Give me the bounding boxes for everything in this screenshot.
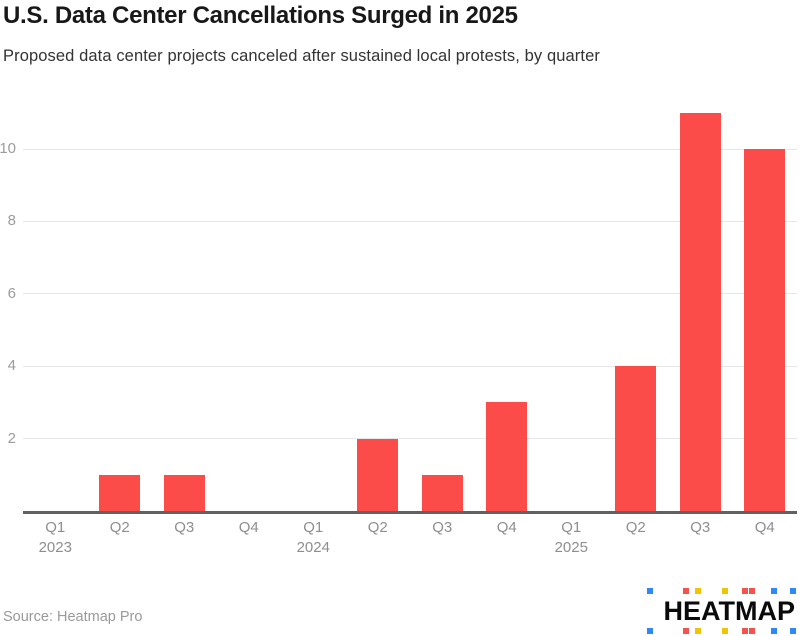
x-tick-quarter-label: Q2: [367, 519, 388, 536]
x-tick-quarter-label: Q3: [690, 519, 711, 536]
logo-dot: [683, 588, 689, 594]
logo-dot: [790, 588, 796, 594]
logo-dots-top: [645, 588, 796, 594]
bar-slot-q3: [410, 102, 475, 511]
logo-dot: [742, 628, 748, 634]
logo-dot: [742, 588, 748, 594]
plot-area: [23, 102, 797, 514]
bar-slot-q4: [475, 102, 540, 511]
heatmap-logo: HEATMAP: [645, 588, 796, 634]
x-tick-2: Q3: [152, 519, 217, 556]
x-tick-quarter-label: Q4: [496, 519, 517, 536]
chart-title: U.S. Data Center Cancellations Surged in…: [3, 2, 518, 29]
bar-1-value-1: [99, 474, 141, 511]
bar-10-value-11: [679, 112, 721, 511]
bar-series: [23, 102, 797, 511]
source-note: Source: Heatmap Pro: [3, 609, 143, 625]
x-tick-year-label: 2025: [554, 539, 588, 556]
y-tick-label-2: 2: [7, 429, 16, 447]
bar-slot-q2: [88, 102, 153, 511]
bar-slot-q1-2025: [539, 102, 604, 511]
x-tick-1: Q2: [88, 519, 153, 556]
bar-slot-q1-2024: [281, 102, 346, 511]
logo-dot: [647, 628, 653, 634]
x-tick-quarter-label: Q4: [754, 519, 775, 536]
bar-slot-q4: [217, 102, 282, 511]
logo-dot: [683, 628, 689, 634]
logo-dot: [790, 628, 796, 634]
bar-5-value-2: [357, 438, 399, 511]
logo-wordmark: HEATMAP: [663, 596, 796, 626]
bar-11-value-10: [744, 149, 786, 511]
y-tick-label-6: 6: [7, 284, 16, 302]
bar-9-value-4: [615, 366, 657, 511]
x-tick-quarter-label: Q2: [109, 519, 130, 536]
x-tick-8: Q1 2025: [539, 519, 604, 556]
x-tick-year-label: 2023: [38, 539, 72, 556]
x-tick-10: Q3: [668, 519, 733, 556]
bar-2-value-1: [163, 474, 205, 511]
x-tick-5: Q2: [346, 519, 411, 556]
logo-dot: [722, 628, 728, 634]
bar-slot-q1-2023: [23, 102, 88, 511]
logo-dot: [695, 628, 701, 634]
y-tick-label-10: 10: [0, 140, 16, 158]
x-tick-3: Q4: [217, 519, 282, 556]
logo-dot: [722, 588, 728, 594]
y-tick-label-4: 4: [7, 357, 16, 375]
logo-dots-bottom: [645, 628, 796, 634]
y-axis-tick-labels: 2 4 6 8 10: [0, 102, 16, 511]
x-tick-11: Q4: [733, 519, 798, 556]
bar-slot-q3: [668, 102, 733, 511]
gridline-8: [23, 220, 797, 222]
x-tick-quarter-label: Q2: [625, 519, 646, 536]
gridline-6: [23, 293, 797, 295]
chart-footer: Source: Heatmap Pro HEATMAP: [3, 584, 797, 636]
gridline-2: [23, 438, 797, 440]
y-tick-label-8: 8: [7, 212, 16, 230]
logo-dot: [695, 588, 701, 594]
chart-subtitle: Proposed data center projects canceled a…: [3, 46, 600, 65]
x-tick-0: Q1 2023: [23, 519, 88, 556]
bar-slot-q2: [346, 102, 411, 511]
logo-dot: [749, 628, 755, 634]
x-tick-6: Q3: [410, 519, 475, 556]
x-axis-line: [23, 511, 797, 514]
x-tick-quarter-label: Q1: [561, 519, 582, 536]
logo-dot: [771, 588, 777, 594]
bar-slot-q3: [152, 102, 217, 511]
x-tick-quarter-label: Q1: [45, 519, 66, 536]
logo-dot: [771, 628, 777, 634]
bar-slot-q2: [604, 102, 669, 511]
x-tick-quarter-label: Q1: [303, 519, 324, 536]
x-tick-quarter-label: Q3: [432, 519, 453, 536]
x-tick-quarter-label: Q4: [238, 519, 259, 536]
x-tick-year-label: 2024: [296, 539, 330, 556]
gridline-10: [23, 148, 797, 150]
bar-6-value-1: [421, 474, 463, 511]
x-tick-9: Q2: [604, 519, 669, 556]
logo-dot: [647, 588, 653, 594]
x-tick-quarter-label: Q3: [174, 519, 195, 536]
bar-slot-q4: [733, 102, 798, 511]
x-axis-tick-labels: Q1 2023 Q2 Q3 Q4 Q1 2024 Q2 Q3 Q4 Q1 2025 Q2 Q3 Q4: [23, 519, 797, 556]
x-tick-4: Q1 2024: [281, 519, 346, 556]
bar-7-value-3: [486, 402, 528, 511]
chart-header: U.S. Data Center Cancellations Surged in…: [3, 2, 797, 66]
gridline-4: [23, 365, 797, 367]
logo-dot: [749, 588, 755, 594]
x-tick-7: Q4: [475, 519, 540, 556]
